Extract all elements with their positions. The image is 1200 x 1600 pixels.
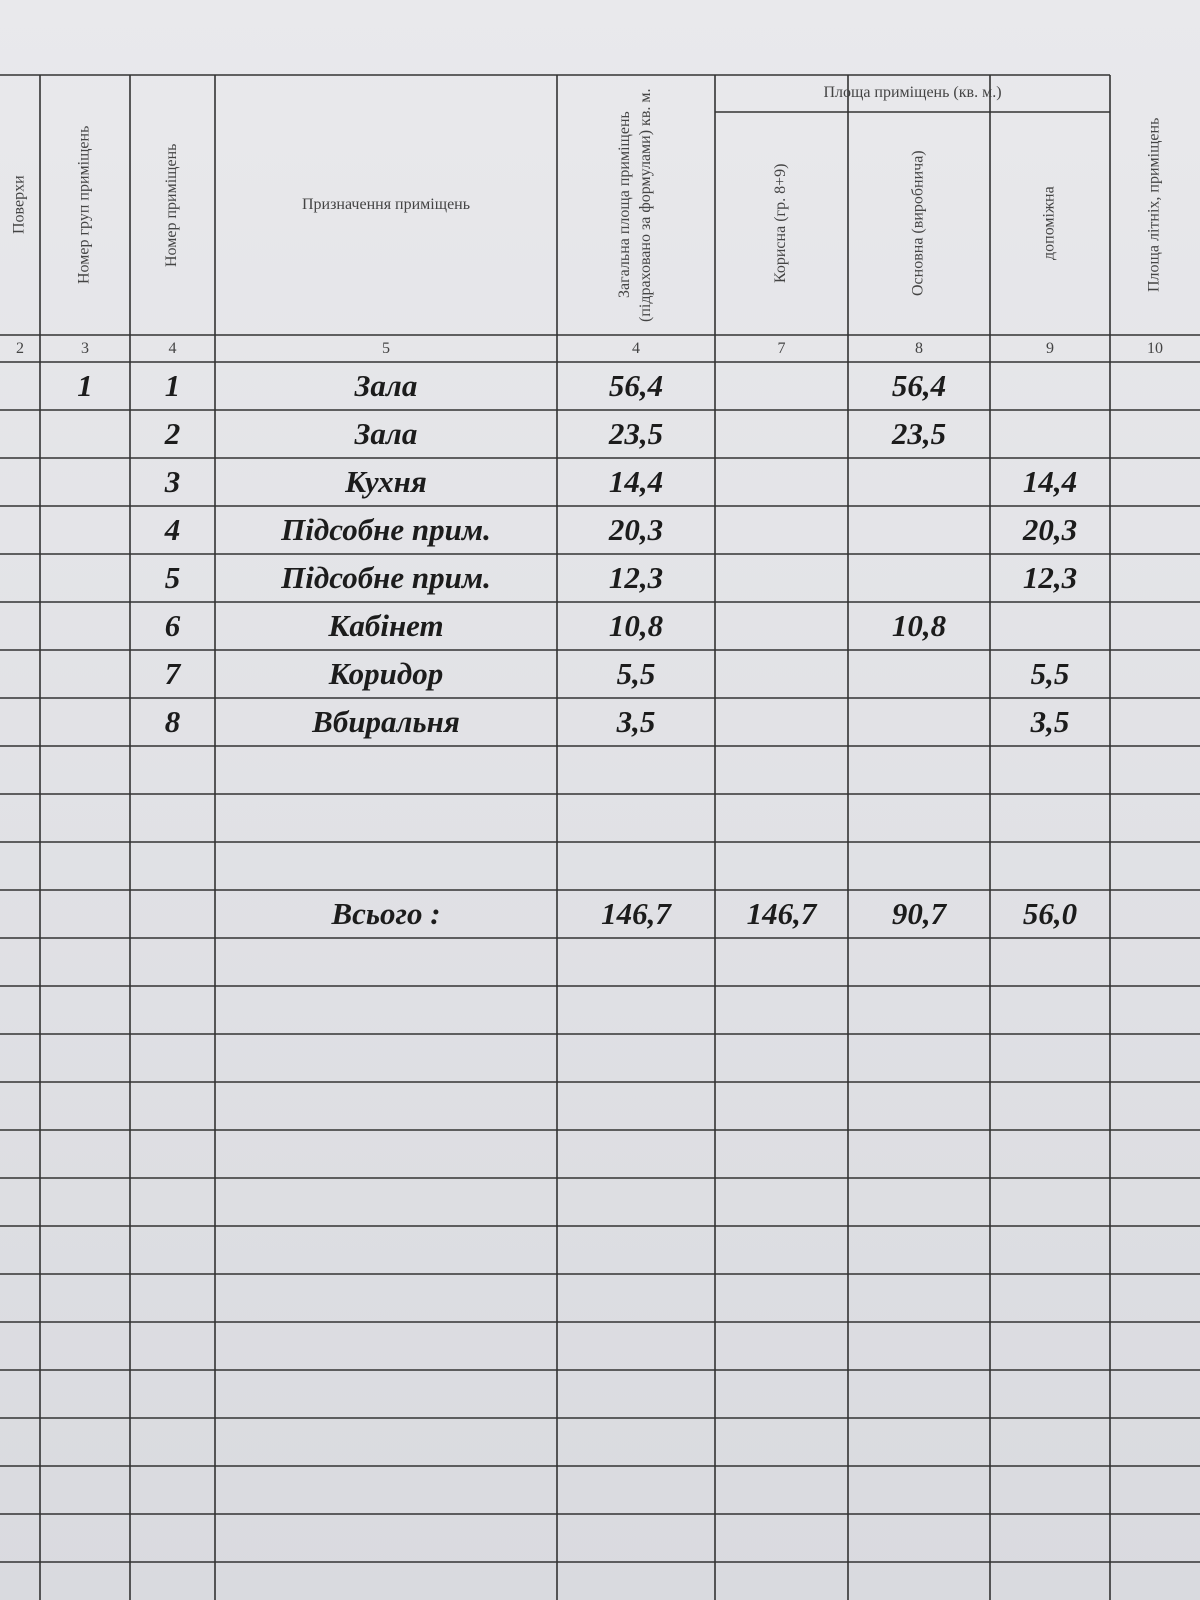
column-header: Загальна площа приміщень (підраховано за…: [616, 88, 654, 322]
column-header: Номер приміщень: [163, 143, 181, 267]
cell: 56,4: [608, 368, 664, 403]
cell: 5,5: [1030, 656, 1070, 691]
column-number: 8: [915, 339, 923, 357]
cell: 12,3: [608, 560, 664, 595]
cell: 23,5: [608, 416, 664, 451]
cell: 5,5: [616, 656, 656, 691]
cell: Коридор: [328, 656, 444, 691]
column-header: Номер груп приміщень: [75, 125, 93, 285]
cell: 23,5: [891, 416, 947, 451]
cell: 12,3: [1022, 560, 1078, 595]
cell: 3: [164, 464, 181, 499]
column-number: 4: [168, 339, 177, 357]
total-value: 146,7: [746, 896, 817, 931]
cell: 7: [164, 656, 181, 691]
column-header: Площа літніх, приміщень: [1145, 117, 1163, 293]
total-value: 146,7: [601, 896, 671, 931]
cell: 3,5: [1030, 704, 1070, 739]
cell: Кабінет: [328, 608, 444, 643]
column-header: Поверхи: [10, 175, 28, 235]
column-number: 7: [777, 339, 786, 357]
cell: 8: [164, 704, 181, 739]
column-header: Основна (виробнича): [909, 150, 927, 297]
cell: Вбиральня: [312, 704, 460, 739]
column-header: допоміжна: [1040, 186, 1058, 261]
cell: 20,3: [1022, 512, 1078, 547]
column-number: 9: [1046, 339, 1054, 357]
cell: Підсобне прим.: [281, 560, 491, 595]
cell: 1: [164, 368, 181, 403]
cell: 3,5: [616, 704, 656, 739]
column-number: 5: [382, 339, 390, 357]
cell: 4: [164, 512, 181, 547]
cell: 10,8: [608, 608, 664, 643]
column-header: Призначення приміщень: [301, 195, 471, 213]
cell: Зала: [354, 416, 418, 451]
column-number: 10: [1147, 339, 1163, 357]
column-header: Корисна (гр. 8+9): [772, 163, 790, 284]
column-number: 4: [632, 339, 640, 357]
total-label: Всього :: [331, 896, 441, 931]
cell: 14,4: [1022, 464, 1078, 499]
cell: 56,4: [891, 368, 947, 403]
cell: 2: [164, 416, 181, 451]
cell: 5: [164, 560, 181, 595]
total-value: 90,7: [891, 896, 947, 931]
column-number: 2: [16, 339, 24, 357]
cell: 14,4: [608, 464, 664, 499]
cell: Кухня: [345, 464, 427, 499]
column-number: 3: [81, 339, 89, 357]
cell: 10,8: [891, 608, 947, 643]
total-value: 56,0: [1022, 896, 1078, 931]
cell: Зала: [354, 368, 418, 403]
cell: 1: [77, 368, 93, 403]
cell: Підсобне прим.: [281, 512, 491, 547]
cell: 20,3: [608, 512, 664, 547]
cell: 6: [164, 608, 181, 643]
group-header: Площа приміщень (кв. м.): [823, 84, 1002, 102]
